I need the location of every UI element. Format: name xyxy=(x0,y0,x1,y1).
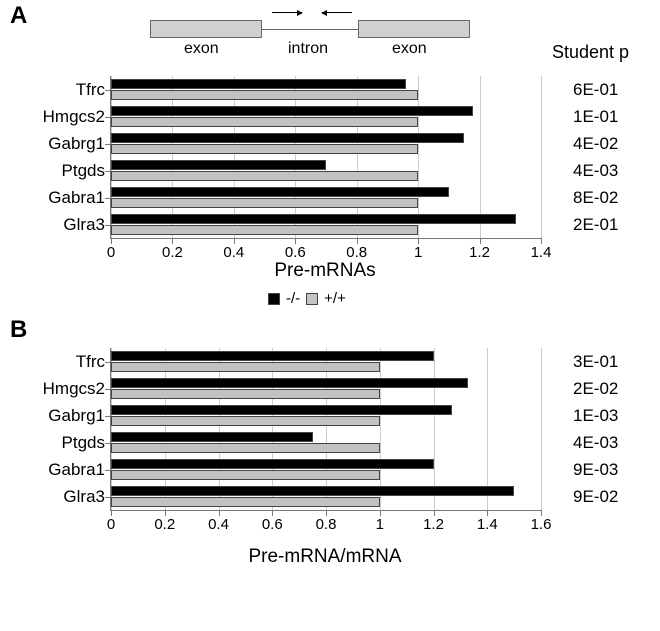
legend-swatch-minus xyxy=(268,293,280,305)
p-value-label: 2E-01 xyxy=(573,215,618,235)
p-value-label: 9E-03 xyxy=(573,460,618,480)
p-value-label: 4E-03 xyxy=(573,433,618,453)
data-bar xyxy=(111,117,418,127)
p-value-label: 1E-01 xyxy=(573,107,618,127)
exon-right-label: exon xyxy=(392,40,427,58)
category-label: Tfrc xyxy=(76,80,111,100)
x-tick-label: 1.4 xyxy=(477,516,498,533)
chart-a-axis-title: Pre-mRNAs xyxy=(274,260,375,282)
p-value-label: 4E-03 xyxy=(573,161,618,181)
chart-b-axis-title: Pre-mRNA/mRNA xyxy=(248,546,401,568)
data-bar xyxy=(111,443,380,453)
x-tick-label: 1.2 xyxy=(423,516,444,533)
p-value-label: 3E-01 xyxy=(573,352,618,372)
data-bar xyxy=(111,497,380,507)
x-tick-label: 0.6 xyxy=(262,516,283,533)
gridline xyxy=(541,76,542,238)
gridline xyxy=(541,348,542,510)
primer-arrow-forward xyxy=(272,12,302,13)
data-bar xyxy=(111,160,326,170)
data-bar xyxy=(111,378,468,388)
x-tick-label: 1 xyxy=(376,516,384,533)
x-tick-label: 0.6 xyxy=(285,244,306,261)
data-bar xyxy=(111,362,380,372)
data-bar xyxy=(111,405,452,415)
x-tick-label: 1.2 xyxy=(469,244,490,261)
data-bar xyxy=(111,486,514,496)
legend-label-plus: +/+ xyxy=(324,290,346,307)
primer-arrow-reverse xyxy=(322,12,352,13)
x-tick-label: 0 xyxy=(107,516,115,533)
x-tick-label: 0.4 xyxy=(208,516,229,533)
category-label: Hmgcs2 xyxy=(43,107,111,127)
data-bar xyxy=(111,416,380,426)
panel-b-letter: B xyxy=(10,316,27,344)
category-label: Hmgcs2 xyxy=(43,379,111,399)
data-bar xyxy=(111,351,434,361)
x-tick-label: 0.8 xyxy=(316,516,337,533)
data-bar xyxy=(111,389,380,399)
exon-left-box xyxy=(150,20,262,38)
data-bar xyxy=(111,225,418,235)
data-bar xyxy=(111,133,464,143)
p-value-label: 8E-02 xyxy=(573,188,618,208)
data-bar xyxy=(111,198,418,208)
data-bar xyxy=(111,432,313,442)
x-tick-label: 1 xyxy=(414,244,422,261)
p-value-label: 2E-02 xyxy=(573,379,618,399)
x-tick-label: 0 xyxy=(107,244,115,261)
series-legend: -/- +/+ xyxy=(268,290,346,307)
data-bar xyxy=(111,214,516,224)
intron-label: intron xyxy=(288,40,328,58)
x-tick-label: 0.8 xyxy=(346,244,367,261)
category-label: Gabrg1 xyxy=(48,406,111,426)
p-value-label: 4E-02 xyxy=(573,134,618,154)
data-bar xyxy=(111,79,406,89)
category-label: Glra3 xyxy=(63,215,111,235)
x-tick-label: 0.2 xyxy=(162,244,183,261)
gene-schematic: exon intron exon xyxy=(150,6,470,52)
category-label: Ptgds xyxy=(62,161,111,181)
category-label: Ptgds xyxy=(62,433,111,453)
category-label: Gabra1 xyxy=(48,188,111,208)
legend-swatch-plus xyxy=(306,293,318,305)
panel-a-letter: A xyxy=(10,2,27,30)
data-bar xyxy=(111,144,418,154)
p-value-label: 9E-02 xyxy=(573,487,618,507)
data-bar xyxy=(111,171,418,181)
category-label: Gabra1 xyxy=(48,460,111,480)
x-tick-label: 0.2 xyxy=(154,516,175,533)
figure-page: A exon intron exon Student p 00.20.40.60… xyxy=(0,0,660,631)
data-bar xyxy=(111,106,473,116)
exon-left-label: exon xyxy=(184,40,219,58)
data-bar xyxy=(111,90,418,100)
chart-b: 00.20.40.60.811.21.41.6Tfrc3E-01Hmgcs22E… xyxy=(110,348,541,511)
x-tick-label: 1.4 xyxy=(531,244,552,261)
p-value-label: 6E-01 xyxy=(573,80,618,100)
legend-label-minus: -/- xyxy=(286,290,300,307)
p-value-label: 1E-03 xyxy=(573,406,618,426)
x-tick-label: 0.4 xyxy=(223,244,244,261)
data-bar xyxy=(111,470,380,480)
chart-a: 00.20.40.60.811.21.4Tfrc6E-01Hmgcs21E-01… xyxy=(110,76,541,239)
data-bar xyxy=(111,187,449,197)
data-bar xyxy=(111,459,434,469)
studentp-header: Student p xyxy=(552,42,629,63)
x-tick-label: 1.6 xyxy=(531,516,552,533)
category-label: Tfrc xyxy=(76,352,111,372)
category-label: Gabrg1 xyxy=(48,134,111,154)
intron-line xyxy=(262,29,358,30)
exon-right-box xyxy=(358,20,470,38)
category-label: Glra3 xyxy=(63,487,111,507)
